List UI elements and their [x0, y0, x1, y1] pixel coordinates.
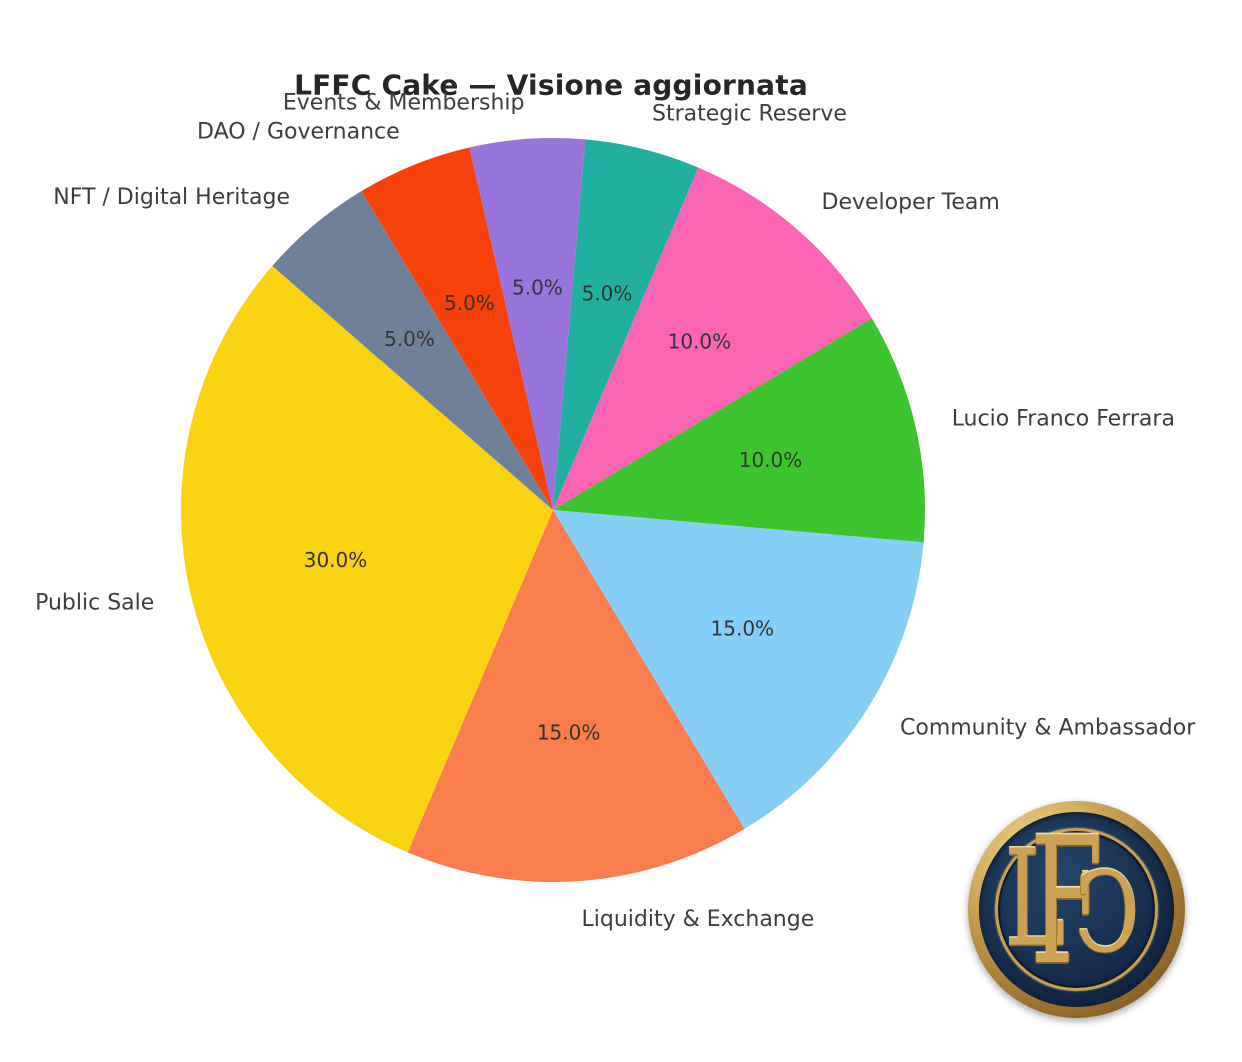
pie-slice-name: Community & Ambassador [900, 716, 1196, 741]
chart-title: LFFC Cake — Visione aggiornata [294, 68, 808, 102]
pie-slice-developer-team [553, 167, 872, 510]
pie-slice-name: Developer Team [822, 190, 1000, 215]
pie-slice-dao-governance [361, 147, 553, 510]
pie-pct-label: 5.0% [384, 327, 435, 351]
logo-letter-c: C [1074, 849, 1140, 978]
pie-slice-name: DAO / Governance [197, 119, 400, 144]
pie-pct-label: 10.0% [739, 448, 803, 472]
logo-monogram: L F C [968, 801, 1185, 1018]
pie-slice-name: Events & Membership [283, 91, 525, 116]
pie-pct-label: 30.0% [304, 548, 368, 572]
pie-slice-name: Liquidity & Exchange [582, 907, 815, 932]
pie-pct-label: 10.0% [668, 330, 732, 354]
pie-pct-label: 15.0% [537, 721, 601, 745]
pie-slice-liquidity-exchange [407, 510, 745, 883]
lfc-coin-logo: L F C [968, 801, 1185, 1018]
pie-slice-name: NFT / Digital Heritage [53, 185, 290, 210]
logo-letter-l: L [1004, 821, 1066, 977]
pie-pct-label: 5.0% [512, 275, 563, 299]
logo-letter-f: F [1030, 799, 1103, 1004]
pie-slice-name: Lucio Franco Ferrara [952, 407, 1175, 432]
pie-slice-name: Public Sale [35, 591, 154, 616]
pie-pct-label: 5.0% [444, 291, 495, 315]
pie-pct-label: 5.0% [582, 281, 633, 305]
logo-inner-ring [995, 828, 1158, 991]
pie-slice-name: Strategic Reserve [652, 102, 847, 127]
pie-slice-lucio-franco-ferrara [553, 318, 925, 543]
pie-pct-label: 15.0% [711, 616, 775, 640]
pie-slice-nft-digital-heritage [272, 191, 553, 510]
pie-slice-public-sale [181, 265, 553, 853]
pie-slice-community-ambassador [553, 510, 924, 829]
pie-slice-strategic-reserve [553, 139, 699, 511]
pie-slice-events-membership [469, 138, 586, 510]
